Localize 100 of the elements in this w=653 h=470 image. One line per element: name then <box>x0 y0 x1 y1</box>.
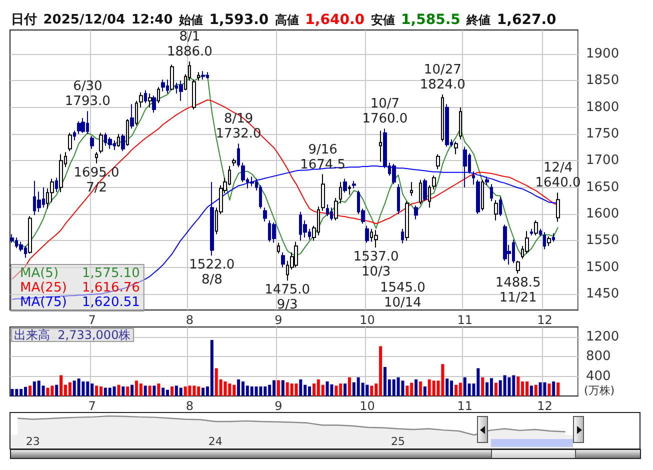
candlestick <box>401 228 404 244</box>
y-tick-label: 1500 <box>586 260 620 275</box>
bar <box>330 384 334 396</box>
annotation: 1537.0 10/3 <box>353 250 399 280</box>
annotation: 10/7 1760.0 <box>362 96 408 127</box>
bar <box>144 386 147 396</box>
candlestick <box>99 132 103 154</box>
candlestick <box>179 80 183 102</box>
y-tick-label: 1750 <box>586 126 620 142</box>
candlestick <box>348 184 351 196</box>
bar <box>458 382 462 396</box>
candlestick <box>281 252 285 268</box>
candlestick <box>379 130 382 162</box>
candlestick <box>494 200 498 221</box>
candlestick <box>263 207 267 222</box>
bar <box>294 384 298 396</box>
series-label: MA(75) <box>20 295 67 310</box>
annotation: 1,616.76 <box>82 280 140 296</box>
candlestick <box>334 198 338 221</box>
bar <box>46 388 50 396</box>
candlestick <box>108 136 112 150</box>
candlestick <box>481 179 484 212</box>
candlestick <box>90 136 94 150</box>
bar <box>254 386 258 396</box>
candlestick <box>126 118 129 146</box>
bar <box>157 384 160 396</box>
candlestick <box>459 106 462 140</box>
bar <box>152 386 156 396</box>
bar <box>210 340 214 396</box>
bar <box>543 382 546 396</box>
candlestick <box>414 204 418 220</box>
candlestick <box>534 220 538 236</box>
candlestick <box>192 79 196 110</box>
annotation: 1475.0 9/3 <box>264 282 310 313</box>
candlestick <box>121 134 125 152</box>
candlestick <box>547 236 551 246</box>
bar <box>130 384 134 396</box>
candlestick <box>445 104 449 148</box>
bar <box>446 378 449 396</box>
candlestick <box>365 225 369 244</box>
candlestick <box>499 196 502 217</box>
bar <box>299 379 302 396</box>
x-tick-label: 12 <box>537 313 552 327</box>
bar <box>77 378 80 396</box>
y-tick-label: 1600 <box>586 206 620 222</box>
y-tick-label: 1800 <box>586 100 620 115</box>
candlestick <box>423 178 427 202</box>
candlestick <box>170 64 174 91</box>
bar <box>556 382 560 396</box>
bar <box>99 386 102 396</box>
y-axis-title: (万株) <box>584 384 615 397</box>
y-tick-label: 400 <box>586 368 611 384</box>
bar <box>202 388 205 396</box>
bar <box>184 386 187 396</box>
candlestick <box>516 260 520 274</box>
annotation: 1,620.51 <box>82 295 140 310</box>
bar <box>139 384 142 396</box>
bar <box>494 382 498 396</box>
x-tick-label: 10 <box>360 399 375 413</box>
candlestick <box>397 184 400 214</box>
annotation: 8/1 1886.0 <box>166 29 212 60</box>
bar <box>237 379 240 396</box>
candlestick <box>59 154 63 193</box>
bar <box>326 381 329 396</box>
candlestick <box>436 154 440 170</box>
series-label: MA(5) <box>20 266 59 281</box>
candlestick <box>294 241 298 268</box>
y-tick-label: 1550 <box>586 233 620 248</box>
candlestick <box>543 232 546 250</box>
candlestick <box>201 70 205 80</box>
y-tick-label: 1450 <box>586 286 620 302</box>
candlestick <box>485 176 489 186</box>
candlestick <box>77 120 81 134</box>
bar <box>348 377 351 396</box>
candlestick <box>73 130 76 141</box>
bar <box>179 388 182 396</box>
chart-title: 日付 2025/12/04 12:40 始値 1,593.0 高値 1,640.0 安値 1,585.5 終値 1,627.0 <box>11 12 556 28</box>
bar <box>401 380 404 396</box>
bar <box>148 386 152 396</box>
candlestick <box>441 94 444 142</box>
y-tick-label: 1200 <box>586 329 620 344</box>
candlestick <box>419 179 422 205</box>
candlestick <box>410 182 413 196</box>
bar <box>370 386 374 396</box>
candlestick <box>490 184 493 202</box>
x-tick-label: 8 <box>186 313 194 327</box>
candlestick <box>157 86 160 104</box>
x-tick-label: 7 <box>88 313 96 327</box>
bar <box>366 384 369 396</box>
bar <box>170 386 174 396</box>
y-tick-label: 1850 <box>586 73 620 88</box>
candlestick <box>152 95 156 114</box>
candlestick <box>117 134 120 148</box>
x-tick-label: 9 <box>274 399 282 413</box>
bar <box>481 377 484 396</box>
bar <box>82 381 85 396</box>
bar <box>28 386 32 396</box>
x-tick-label: 9 <box>274 313 282 327</box>
bar <box>486 382 489 396</box>
series-label: MA(25) <box>20 280 67 296</box>
